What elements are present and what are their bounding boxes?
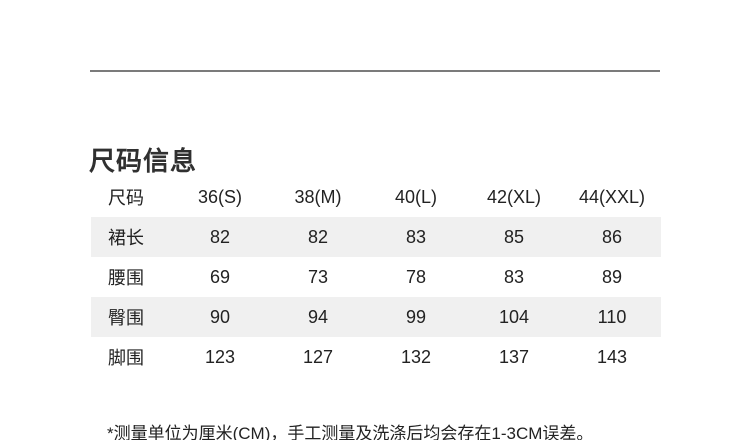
header-cell-44xxl: 44(XXL) <box>578 186 646 207</box>
header-cell-size: 尺码 <box>108 188 144 208</box>
table-cell: 82 <box>307 226 329 247</box>
table-cell: 132 <box>400 346 432 367</box>
table-cell: 85 <box>503 226 525 247</box>
table-row-waist: 腰围 69 73 78 83 89 <box>91 257 661 297</box>
section-title: 尺码信息 <box>89 145 198 176</box>
table-cell: 137 <box>498 346 530 367</box>
header-cell-40l: 40(L) <box>394 186 438 207</box>
table-cell: 90 <box>209 306 231 327</box>
size-table: 尺码 36(S) 38(M) 40(L) 42(XL) 44(XXL) 裙长 8… <box>91 177 661 377</box>
table-row-hem: 脚围 123 127 132 137 143 <box>91 337 661 377</box>
table-cell: 82 <box>209 226 231 247</box>
table-cell: 143 <box>596 346 628 367</box>
table-cell: 94 <box>307 306 329 327</box>
table-cell: 104 <box>498 306 530 327</box>
header-cell-38m: 38(M) <box>294 186 342 207</box>
header-cell-42xl: 42(XL) <box>486 186 542 207</box>
table-cell: 89 <box>601 266 623 287</box>
table-cell: 123 <box>204 346 236 367</box>
table-cell: 127 <box>302 346 334 367</box>
table-cell: 86 <box>601 226 623 247</box>
header-cell-36s: 36(S) <box>197 186 242 207</box>
row-label: 臀围 <box>108 308 144 328</box>
table-cell: 83 <box>503 266 525 287</box>
table-cell: 110 <box>597 306 627 327</box>
size-table-header-row: 尺码 36(S) 38(M) 40(L) 42(XL) 44(XXL) <box>91 177 661 217</box>
row-label: 腰围 <box>108 268 144 288</box>
row-label: 裙长 <box>108 228 144 248</box>
table-cell: 99 <box>405 306 427 327</box>
table-cell: 73 <box>307 266 329 287</box>
row-label: 脚围 <box>108 348 144 368</box>
measurement-footnote: *测量单位为厘米(CM)，手工测量及洗涤后均会存在1-3CM误差。 <box>107 424 594 440</box>
table-cell: 69 <box>209 266 231 287</box>
table-row-hip: 臀围 90 94 99 104 110 <box>91 297 661 337</box>
top-divider <box>90 70 660 72</box>
table-cell: 78 <box>405 266 427 287</box>
table-cell: 83 <box>405 226 427 247</box>
table-row-skirt-length: 裙长 82 82 83 85 86 <box>91 217 661 257</box>
